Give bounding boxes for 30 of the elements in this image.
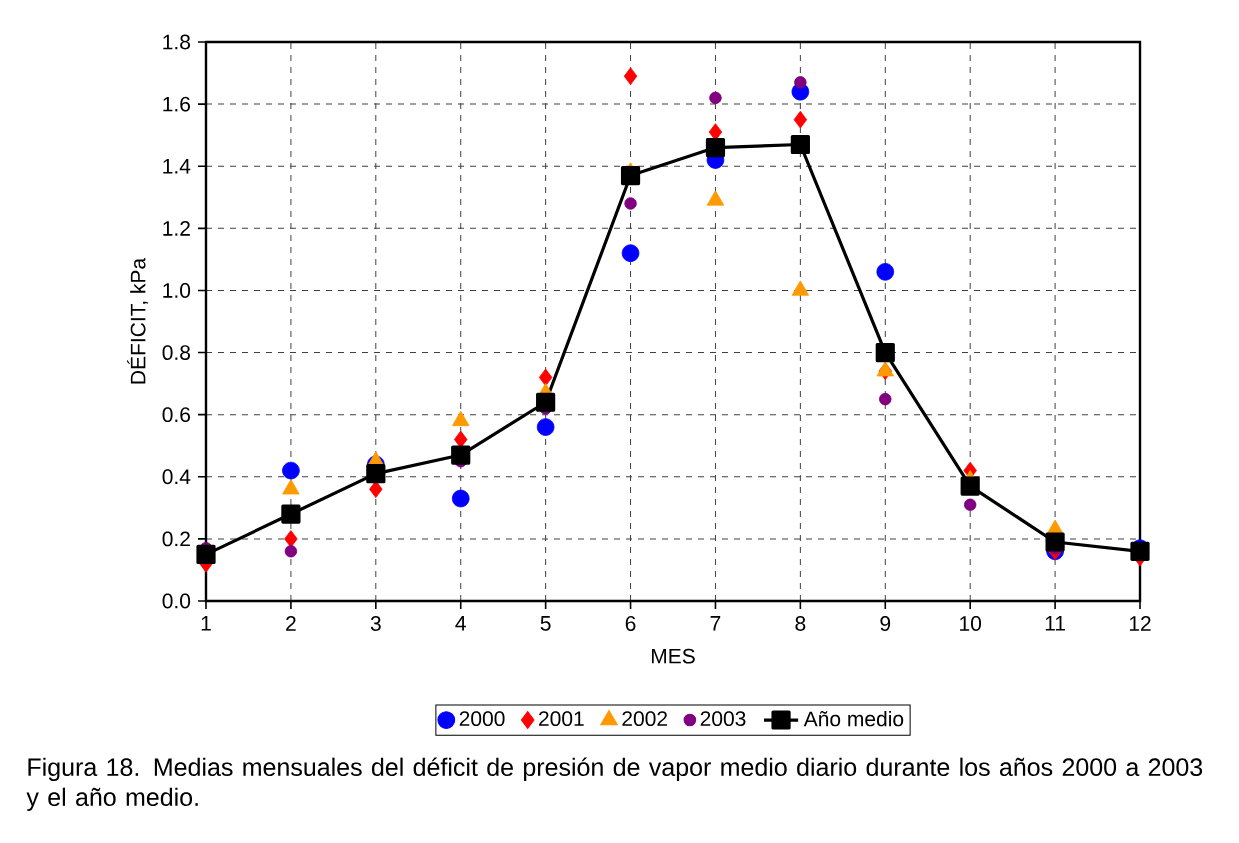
x-tick-label: 6 xyxy=(625,616,636,631)
x-tick-label: 3 xyxy=(370,616,381,631)
y-tick-label: 0.4 xyxy=(162,469,191,485)
legend-label: 2000 xyxy=(459,711,505,727)
x-tick-label: 11 xyxy=(1045,616,1065,631)
y-tick-label: 1.2 xyxy=(163,221,190,236)
y-tick-label: 0.6 xyxy=(162,407,191,423)
y-tick-label: 1.8 xyxy=(163,34,191,50)
legend-label: 2002 xyxy=(622,711,667,727)
x-tick-label: 8 xyxy=(795,616,806,631)
x-tick-label: 1 xyxy=(201,616,211,631)
y-tick-label: 0.2 xyxy=(162,531,190,547)
legend-label: Año medio xyxy=(803,710,904,727)
x-tick-label: 9 xyxy=(880,616,891,631)
y-tick-label: 0.0 xyxy=(162,593,191,609)
x-tick-label: 12 xyxy=(1129,616,1151,631)
x-tick-label: 7 xyxy=(710,616,721,631)
x-tick-label: 2 xyxy=(286,616,296,631)
x-axis-title: MES xyxy=(651,648,695,664)
y-tick-label: 1.4 xyxy=(163,159,191,174)
legend-label: 2003 xyxy=(700,711,746,727)
text: Figura 18. Medias mensuales del déficit de presión de vapor medio diario durante los años 2000 a 2003 y el año medio. xyxy=(26,757,1203,811)
y-axis-title: DÉFICIT, kPa xyxy=(127,257,149,384)
y-tick-label: 0.8 xyxy=(162,345,191,361)
y-tick-label: 1.0 xyxy=(163,283,191,298)
x-tick-label: 10 xyxy=(960,616,982,631)
y-tick-label: 1.6 xyxy=(163,96,191,112)
legend-label: 2001 xyxy=(539,711,584,727)
x-tick-label: 4 xyxy=(455,616,466,631)
x-tick-label: 5 xyxy=(540,616,551,631)
